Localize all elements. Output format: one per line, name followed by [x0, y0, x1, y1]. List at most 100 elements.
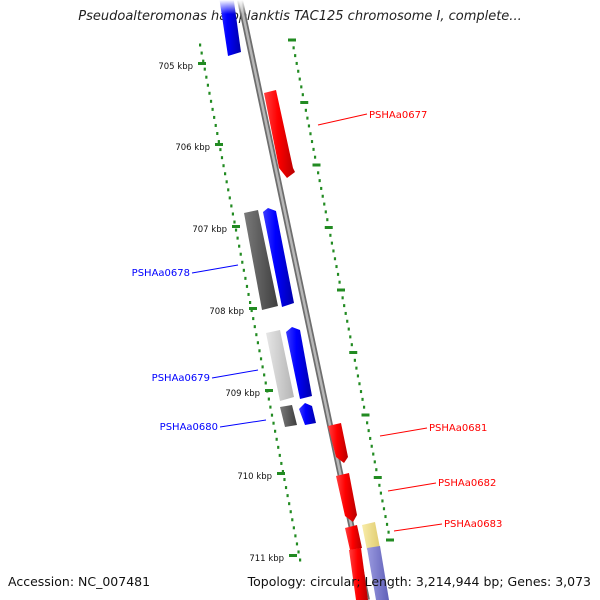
gene-bottom-forward-2[interactable] — [349, 548, 368, 600]
ruler-major-tick — [232, 225, 240, 228]
ruler-minor-tick — [280, 461, 283, 465]
ruler-minor-tick — [373, 460, 376, 464]
genome-summary-text: Topology: circular; Length: 3,214,944 bp… — [247, 574, 591, 589]
ruler-minor-tick — [330, 241, 334, 245]
gene-PSHAa0682[interactable] — [336, 473, 357, 522]
gene-label-leader — [393, 523, 443, 532]
ruler-minor-tick — [344, 311, 347, 315]
ruler-minor-tick — [379, 491, 383, 495]
ruler-minor-tick — [281, 469, 285, 473]
ruler-right-ticks — [288, 38, 394, 542]
ruler-minor-tick — [304, 108, 307, 112]
ruler-minor-tick — [333, 257, 337, 261]
ruler-minor-tick — [222, 164, 225, 168]
gene-PSHAa0680[interactable] — [299, 403, 316, 425]
ruler-minor-tick — [228, 196, 231, 200]
gene-label-leader — [317, 113, 368, 126]
ruler-minor-tick — [323, 202, 326, 206]
ruler-minor-tick — [219, 148, 222, 152]
ruler-major-tick — [289, 554, 297, 557]
ruler-minor-tick — [250, 309, 253, 313]
gene-PSHAa0677[interactable] — [264, 90, 295, 178]
gene-PSHAa0683[interactable] — [362, 522, 389, 600]
ruler-minor-tick — [318, 179, 321, 183]
ruler-minor-tick — [255, 333, 258, 337]
ruler-minor-tick — [387, 530, 390, 534]
ruler-minor-tick — [320, 186, 323, 190]
ruler-minor-tick — [267, 397, 270, 401]
ruler-minor-tick — [239, 252, 242, 256]
gene-label[interactable]: PSHAa0679 — [152, 373, 210, 384]
gene-PSHAa0679-pseudo[interactable] — [266, 330, 294, 401]
gene-PSHAa0678-pseudo[interactable] — [244, 210, 278, 310]
ruler-minor-tick — [208, 91, 211, 95]
ruler-minor-tick — [227, 188, 230, 192]
ruler-minor-tick — [343, 304, 346, 308]
ruler-minor-tick — [270, 413, 274, 417]
ruler-minor-tick — [382, 507, 386, 511]
ruler-minor-tick — [220, 156, 224, 160]
gene-PSHAa0678[interactable] — [263, 208, 294, 307]
ruler-minor-tick — [225, 180, 228, 184]
ruler-minor-tick — [213, 115, 216, 119]
gene-label[interactable]: PSHAa0678 — [132, 268, 190, 279]
ruler-minor-tick — [217, 140, 220, 144]
gene-label-leader — [387, 482, 437, 492]
ruler-minor-tick — [253, 325, 256, 329]
ruler-minor-tick — [370, 444, 373, 448]
ruler-minor-tick — [274, 429, 277, 433]
gene-label[interactable]: PSHAa0682 — [438, 478, 496, 489]
ruler-minor-tick — [259, 357, 263, 361]
gene-bottom-forward-1[interactable] — [345, 525, 362, 550]
ruler-minor-tick — [367, 429, 370, 433]
ruler-major-tick — [373, 476, 382, 479]
ruler-tick-label: 705 kbp — [158, 62, 193, 72]
ruler-minor-tick — [205, 75, 208, 79]
ruler-major-tick — [361, 413, 370, 417]
ruler-minor-tick — [291, 518, 294, 522]
ruler-tick-label: 710 kbp — [237, 472, 272, 482]
ruler-minor-tick — [341, 296, 344, 300]
ruler-minor-tick — [312, 147, 315, 151]
ruler-minor-tick — [295, 542, 299, 546]
ruler-major-tick — [337, 288, 345, 292]
ruler-minor-tick — [359, 390, 363, 394]
gene-PSHAa0681[interactable] — [328, 423, 348, 463]
gene-PSHAa0679[interactable] — [286, 327, 312, 399]
ruler-minor-tick — [332, 249, 335, 253]
ruler-minor-tick — [272, 421, 275, 425]
ruler-minor-tick — [378, 483, 381, 487]
ruler-minor-tick — [335, 265, 338, 269]
ruler-minor-tick — [234, 228, 238, 232]
gene-PSHAa0680-pseudo[interactable] — [280, 405, 297, 427]
ruler-major-tick — [215, 143, 223, 146]
ruler-minor-tick — [297, 69, 300, 73]
ruler-tick-label: 709 kbp — [225, 389, 260, 399]
ruler-minor-tick — [211, 107, 214, 111]
ruler-minor-tick — [277, 445, 280, 449]
ruler-minor-tick — [275, 437, 278, 441]
ruler-minor-tick — [346, 319, 349, 323]
ruler-minor-tick — [358, 382, 361, 386]
gene-label-leader — [219, 419, 267, 428]
gene-label[interactable]: PSHAa0683 — [444, 519, 502, 530]
ruler-minor-tick — [206, 83, 210, 87]
ruler-minor-tick — [372, 452, 375, 456]
ruler-minor-tick — [289, 510, 292, 514]
ruler-minor-tick — [384, 515, 387, 519]
ruler-minor-tick — [350, 343, 353, 347]
ruler-minor-tick — [261, 365, 264, 369]
ruler-major-tick — [198, 62, 206, 65]
ruler-major-tick — [277, 472, 285, 475]
gene-label[interactable]: PSHAa0677 — [369, 110, 427, 121]
gene-label[interactable]: PSHAa0681 — [429, 423, 487, 434]
gene-label[interactable]: PSHAa0680 — [160, 422, 218, 433]
ruler-minor-tick — [301, 93, 304, 97]
ruler-tick-label: 706 kbp — [175, 143, 210, 153]
ruler-left-ticks — [199, 43, 302, 562]
ruler-minor-tick — [284, 486, 288, 490]
ruler-minor-tick — [238, 244, 241, 248]
ruler-minor-tick — [242, 268, 245, 272]
ruler-minor-tick — [286, 494, 289, 498]
